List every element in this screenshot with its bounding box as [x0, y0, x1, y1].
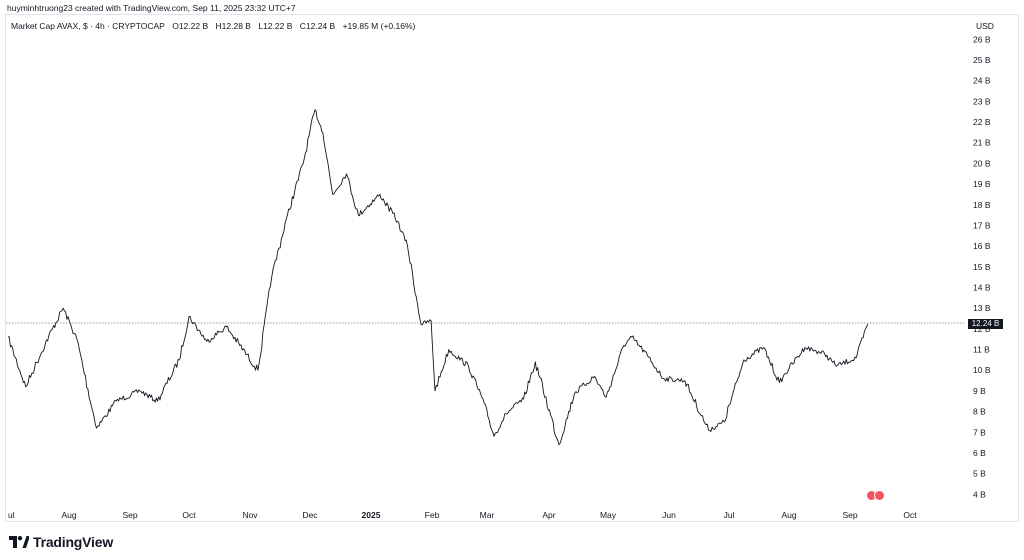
- tradingview-logo[interactable]: TradingView: [9, 534, 113, 550]
- y-tick-label: 6 B: [973, 448, 986, 458]
- high-value: H12.28 B: [215, 21, 251, 31]
- economic-events[interactable]: [866, 490, 885, 501]
- close-value: C12.24 B: [299, 21, 336, 31]
- time-axis[interactable]: ul Aug Sep Oct Nov Dec 2025 Feb Mar Apr May Jun Jul A…: [8, 510, 917, 520]
- brand-name: TradingView: [33, 534, 114, 550]
- y-tick-label: 8 B: [973, 407, 986, 417]
- x-tick-label: May: [600, 510, 617, 520]
- x-tick-label: Jul: [724, 510, 735, 520]
- chart-caption: huyminhtruong23 created with TradingView…: [7, 3, 296, 13]
- x-tick-label: Aug: [781, 510, 796, 520]
- y-tick-label: 16 B: [973, 241, 991, 251]
- low-value: L12.22 B: [258, 21, 293, 31]
- y-tick-label: 14 B: [973, 283, 991, 293]
- y-tick-label: 18 B: [973, 200, 991, 210]
- x-tick-label: Aug: [61, 510, 76, 520]
- x-tick-label: 2025: [362, 510, 381, 520]
- y-tick-label: 9 B: [973, 386, 986, 396]
- y-tick-label: 26 B: [973, 34, 991, 44]
- x-tick-label: Nov: [242, 510, 258, 520]
- y-tick-label: 17 B: [973, 220, 991, 230]
- y-tick-label: 25 B: [973, 55, 991, 65]
- tradingview-logo-icon: [9, 536, 29, 548]
- y-tick-label: 15 B: [973, 262, 991, 272]
- x-tick-label: Sep: [122, 510, 137, 520]
- x-tick-label: Mar: [480, 510, 495, 520]
- y-tick-label: 4 B: [973, 489, 986, 499]
- open-value: O12.22 B: [172, 21, 209, 31]
- chart-frame: [5, 14, 1019, 522]
- x-tick-label: ul: [8, 510, 15, 520]
- x-tick-label: Sep: [842, 510, 857, 520]
- change-value: +19.85 M (+0.16%): [342, 21, 416, 31]
- y-tick-label: 21 B: [973, 138, 991, 148]
- y-tick-label: 13 B: [973, 303, 991, 313]
- x-tick-label: Oct: [903, 510, 917, 520]
- x-tick-label: Feb: [425, 510, 440, 520]
- y-tick-label: 5 B: [973, 469, 986, 479]
- x-tick-label: Oct: [182, 510, 196, 520]
- y-tick-label: 11 B: [973, 345, 990, 355]
- price-axis[interactable]: 4 B5 B6 B7 B8 B9 B10 B11 B12 B13 B14 B15…: [973, 34, 991, 499]
- y-tick-label: 10 B: [973, 365, 991, 375]
- y-tick-label: 24 B: [973, 76, 991, 86]
- x-tick-label: Apr: [542, 510, 555, 520]
- symbol-legend: Market Cap AVAX, $ · 4h · CRYPTOCAP O12.…: [11, 21, 420, 31]
- y-tick-label: 19 B: [973, 179, 991, 189]
- y-tick-label: 22 B: [973, 117, 991, 127]
- y-tick-label: 7 B: [973, 427, 986, 437]
- us-flag-icon[interactable]: [874, 490, 885, 501]
- price-series-line: [7, 109, 869, 446]
- x-tick-label: Jun: [662, 510, 676, 520]
- currency-label[interactable]: USD: [976, 21, 994, 31]
- y-tick-label: 20 B: [973, 158, 991, 168]
- symbol-name[interactable]: Market Cap AVAX, $ · 4h · CRYPTOCAP: [11, 21, 165, 31]
- x-tick-label: Dec: [302, 510, 318, 520]
- last-price-tag: 12.24 B: [968, 319, 1003, 329]
- y-tick-label: 23 B: [973, 96, 991, 106]
